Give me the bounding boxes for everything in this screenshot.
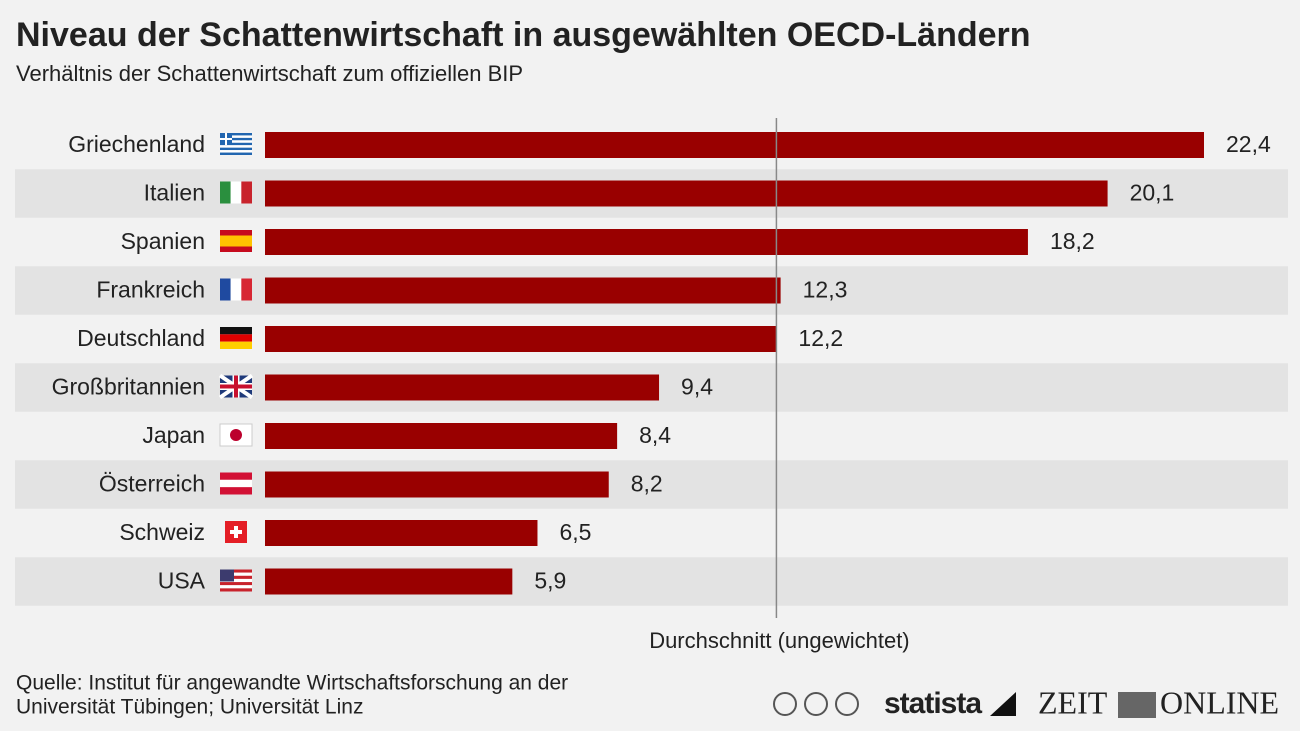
chart-subtitle: Verhältnis der Schattenwirtschaft zum of…: [16, 61, 523, 86]
bar: [265, 277, 781, 304]
flag-icon: [225, 521, 247, 543]
zeit-logo: ZEIT: [1038, 684, 1108, 720]
flag-icon: [220, 472, 252, 495]
statista-icon: [990, 692, 1016, 716]
flag-icon: [220, 569, 252, 592]
flag: [220, 334, 252, 342]
flag: [220, 150, 252, 153]
flag: [220, 142, 252, 146]
flag: [220, 375, 252, 398]
flag: [220, 472, 252, 480]
average-label: Durchschnitt (ungewichtet): [649, 628, 909, 653]
chart-title: Niveau der Schattenwirtschaft in ausgewä…: [16, 16, 1031, 54]
flag: [220, 137, 252, 141]
value-label: 9,4: [681, 374, 713, 400]
flag: [220, 569, 252, 573]
flag-icon: [220, 230, 252, 252]
value-label: 18,2: [1050, 228, 1095, 254]
flag: [220, 138, 232, 140]
value-label: 12,2: [798, 325, 843, 351]
flag: [220, 585, 252, 589]
flag-icon: [220, 181, 252, 204]
statista-logo: statista: [884, 687, 982, 720]
flag: [220, 479, 252, 488]
category-label: Österreich: [99, 471, 205, 497]
source: Quelle: Institut für angewandte Wirtscha…: [16, 672, 568, 695]
flag-icon: [218, 373, 254, 400]
value-label: 8,4: [639, 422, 671, 448]
flag-icon: [220, 133, 252, 155]
bar: [265, 374, 660, 401]
category-label: Italien: [144, 180, 205, 206]
value-label: 22,4: [1226, 131, 1271, 157]
flag: [230, 429, 242, 441]
flag: [220, 341, 252, 349]
flag-icon: [220, 327, 252, 349]
flag: [220, 181, 231, 204]
cc-icons: [773, 692, 859, 716]
bar: [265, 520, 538, 546]
value-label: 5,9: [534, 568, 566, 594]
bar: [265, 423, 618, 449]
value-label: 20,1: [1130, 180, 1175, 206]
bar: [265, 326, 777, 352]
category-label: Japan: [142, 422, 205, 448]
flag-icon: [220, 278, 252, 301]
flag: [220, 582, 252, 586]
category-label: Großbritannien: [52, 374, 205, 400]
flag: [220, 133, 252, 136]
flag: [220, 578, 252, 583]
flag: [220, 278, 231, 301]
flag-icon: [219, 423, 253, 447]
bar: [265, 471, 609, 498]
category-label: Frankreich: [96, 277, 205, 303]
flag: [220, 327, 252, 335]
flag: [241, 181, 252, 204]
value-label: 12,3: [803, 277, 848, 303]
flag: [220, 487, 252, 495]
category-label: Spanien: [121, 228, 205, 254]
value-label: 6,5: [559, 519, 591, 545]
flag: [220, 152, 252, 155]
source: Universität Tübingen; Universität Linz: [16, 696, 363, 719]
flag: [220, 147, 252, 151]
category-label: USA: [158, 568, 206, 594]
bar: [265, 229, 1028, 255]
flag: [220, 140, 252, 143]
rows: Griechenland 22,4 Italien 20,1 Spanien 18,2 Fr…: [15, 131, 1288, 606]
flag: [220, 235, 252, 247]
flag: [220, 575, 252, 579]
flag: [220, 135, 252, 138]
category-label: Schweiz: [119, 519, 205, 545]
flag: [230, 181, 242, 204]
flag: [220, 569, 234, 582]
bar: [265, 180, 1108, 207]
flag: [230, 526, 242, 538]
flag: [230, 278, 242, 301]
flag: [220, 572, 252, 576]
bar: [265, 132, 1204, 158]
flag: [241, 278, 252, 301]
category-label: Griechenland: [68, 131, 205, 157]
bar: [265, 568, 513, 595]
zeit-logo: ONLINE: [1160, 684, 1279, 720]
value-label: 8,2: [631, 471, 663, 497]
row-band: [15, 557, 1288, 606]
flag: [220, 588, 252, 592]
zeit-emblem: [1118, 692, 1156, 718]
category-label: Deutschland: [77, 325, 205, 351]
flag: [220, 145, 252, 148]
